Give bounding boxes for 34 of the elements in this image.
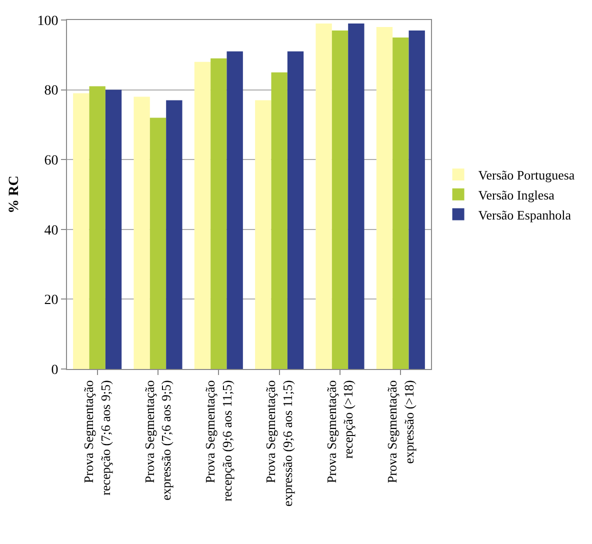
- y-tick-label: 20: [44, 293, 58, 308]
- bar: [376, 26, 393, 369]
- bar: [73, 93, 90, 369]
- x-tick-label: Prova Segmentação recepção (>18): [324, 380, 356, 484]
- x-tick-label: Prova Segmentação expressão (>18): [384, 380, 416, 484]
- y-tick-label: 80: [44, 84, 58, 99]
- legend-label: Versão Inglesa: [478, 187, 555, 202]
- legend-label: Versão Espanhola: [478, 207, 572, 222]
- y-tick-label: 0: [51, 362, 58, 378]
- bar: [271, 72, 288, 369]
- bar: [226, 51, 243, 369]
- y-tick-label: 40: [44, 223, 58, 238]
- bar: [105, 90, 122, 369]
- x-tick-label: Prova Segmentação recepção (7;6 aos 9;5): [81, 380, 114, 496]
- x-tick-label: Prova Segmentação expressão (7;6 aos 9;5): [142, 380, 174, 500]
- bar: [348, 23, 364, 369]
- y-axis-title: % RC: [6, 176, 22, 214]
- bar: [316, 23, 332, 369]
- y-tick-label: 100: [37, 14, 58, 29]
- bar: [150, 118, 166, 369]
- bar: [194, 62, 211, 369]
- bar: [166, 100, 182, 369]
- bar: [255, 100, 272, 369]
- bar: [89, 86, 106, 369]
- bar: [287, 51, 304, 369]
- x-tick-label: Prova Segmentação recepção (9;6 aos 11;5): [202, 380, 234, 502]
- y-tick-label: 60: [44, 154, 58, 168]
- legend-label: Versão Portuguesa: [478, 168, 575, 183]
- bar: [392, 37, 409, 369]
- bar: [332, 30, 348, 369]
- bar: [408, 30, 425, 369]
- bar: [134, 96, 150, 369]
- x-tick-label: Prova Segmentação expressão (9;6 aos 11;5): [263, 380, 296, 506]
- bar: [210, 58, 227, 369]
